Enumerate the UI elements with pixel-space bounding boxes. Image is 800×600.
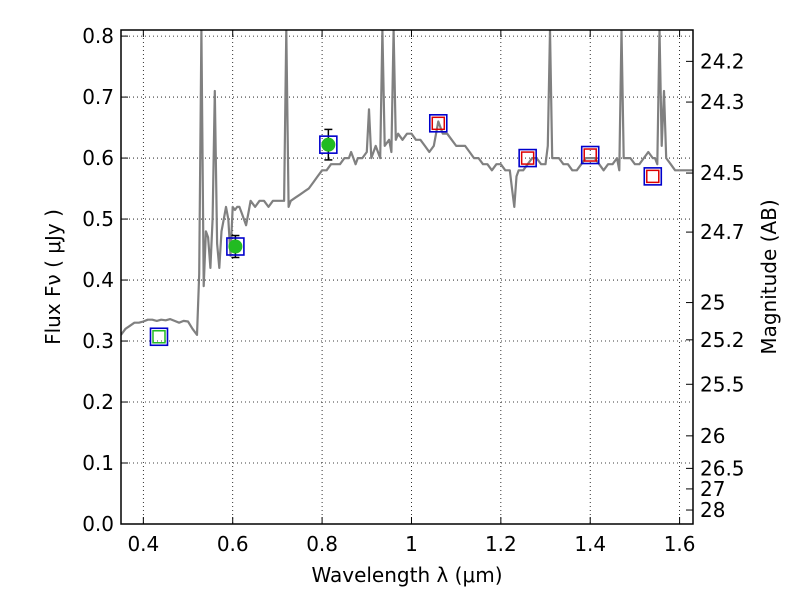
model-photometry-marker — [149, 327, 169, 347]
plot-frame — [120, 29, 694, 525]
observed-marker — [321, 137, 336, 152]
x-axis-label: Wavelength λ (μm) — [311, 563, 502, 587]
x-tick-label: 0.8 — [306, 532, 338, 556]
magnitude-tick-label: 25.2 — [700, 328, 745, 352]
x-tick-label: 0.4 — [127, 532, 159, 556]
y-tick-label: 0.1 — [82, 451, 114, 475]
model-photometry-marker — [643, 167, 663, 186]
x-tick-label: 1 — [405, 532, 418, 556]
y-tick-label: 0.7 — [82, 85, 114, 109]
x-tick-label: 0.6 — [217, 532, 249, 556]
magnitude-tick-label: 24.3 — [700, 90, 745, 114]
magnitude-tick-label: 24.7 — [700, 220, 745, 244]
magnitude-tick-label: 25.5 — [700, 372, 745, 396]
model-photometry-marker — [518, 148, 537, 168]
y-tick-labels: 0.0 0.1 0.2 0.3 0.4 0.5 0.6 0.7 0.8 — [82, 24, 114, 536]
y-tick-label: 0.8 — [82, 24, 114, 48]
y-tick-label: 0.3 — [82, 329, 114, 353]
y2-axis-label: Magnitude (AB) — [757, 199, 781, 354]
x-tick-label: 1.4 — [574, 532, 606, 556]
magnitude-tick-label: 25 — [700, 291, 725, 315]
magnitude-tick-label: 27 — [700, 477, 725, 501]
model-photometry-marker — [428, 114, 448, 133]
y-axis-label: Flux Fν ( μJy ) — [41, 209, 65, 345]
y-tick-label: 0.5 — [82, 207, 114, 231]
x-tick-label: 1.6 — [664, 532, 696, 556]
predicted-marker — [431, 116, 446, 131]
observed-marker — [228, 239, 243, 254]
observed-box-marker — [152, 330, 166, 344]
magnitude-tick-label: 28 — [700, 498, 725, 522]
x-tick-label: 1.2 — [485, 532, 517, 556]
y-tick-label: 0.4 — [82, 268, 114, 292]
magnitude-tick-label: 26 — [700, 424, 725, 448]
photometry-markers — [149, 114, 663, 347]
model-photometry-marker — [319, 135, 338, 154]
predicted-marker — [646, 169, 660, 184]
axis-ticks — [121, 30, 693, 525]
model-photometry-marker — [580, 145, 600, 165]
predicted-marker — [520, 151, 535, 165]
magnitude-tick-label: 26.5 — [700, 456, 745, 480]
y-tick-label: 0.0 — [82, 512, 114, 536]
model-photometry-marker — [226, 237, 245, 256]
magnitude-tick-label: 24.2 — [700, 49, 745, 73]
y-tick-label: 0.2 — [82, 390, 114, 414]
x-tick-labels: 0.4 0.6 0.8 1 1.2 1.4 1.6 — [127, 532, 695, 556]
magnitude-tick-label: 24.5 — [700, 161, 745, 185]
predicted-marker — [583, 148, 597, 162]
y-tick-label: 0.6 — [82, 146, 114, 170]
